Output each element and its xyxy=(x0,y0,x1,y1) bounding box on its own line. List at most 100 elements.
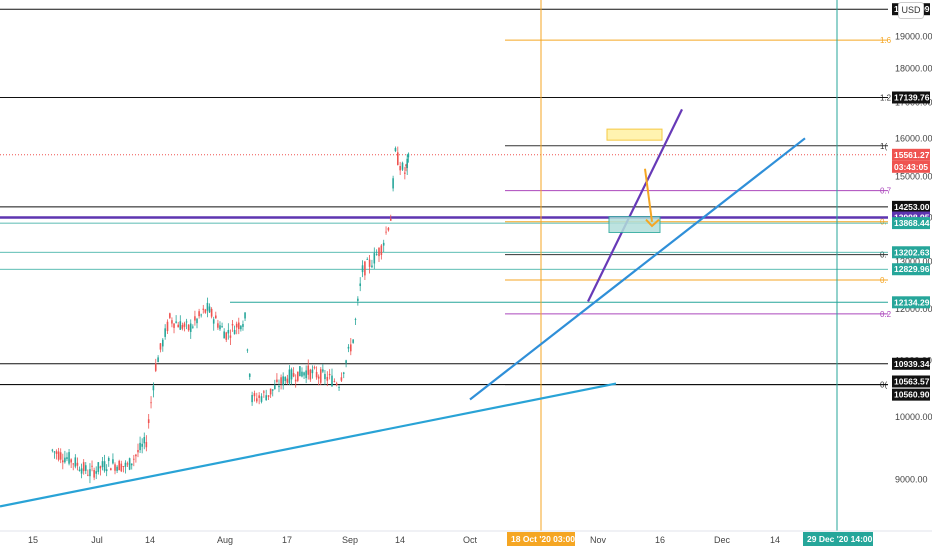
candle-body xyxy=(357,298,359,301)
candle-body xyxy=(130,463,133,466)
time-tick-label: 14 xyxy=(395,535,405,545)
candle-body xyxy=(278,385,280,388)
candle-body xyxy=(194,316,196,321)
candle-body xyxy=(66,457,68,460)
candle-body xyxy=(347,346,350,349)
candle-body xyxy=(237,322,240,330)
candle-body xyxy=(177,324,180,328)
candle-body xyxy=(221,326,223,328)
candle-body xyxy=(352,339,354,343)
candle-body xyxy=(124,462,127,467)
annotations xyxy=(606,128,663,234)
price-label: 13202.63 xyxy=(892,246,930,259)
price-label-text: 17139.76 xyxy=(894,93,930,103)
time-tick-label: 15 xyxy=(28,535,38,545)
candle-body xyxy=(231,324,234,326)
candle-body xyxy=(126,463,129,465)
candle-body xyxy=(394,148,397,152)
candle-body xyxy=(244,312,246,319)
candle-body xyxy=(154,363,157,371)
candle-body xyxy=(361,265,364,273)
candle-body xyxy=(282,376,284,386)
candle-body xyxy=(342,372,345,374)
price-label-box xyxy=(892,263,930,276)
candle-body xyxy=(258,395,260,398)
price-label-box xyxy=(892,246,930,259)
price-label: 13868.44 xyxy=(892,217,930,230)
price-label-box xyxy=(892,296,930,309)
candle-body xyxy=(118,460,120,471)
candle-body xyxy=(307,365,310,375)
candle-body xyxy=(301,371,303,377)
candle-body xyxy=(256,398,258,402)
candle-body xyxy=(328,373,331,376)
candle-body xyxy=(152,385,155,391)
candle-body xyxy=(212,319,215,324)
candle-body xyxy=(59,452,62,460)
fib-label: 1.6 xyxy=(880,36,892,45)
candle-body xyxy=(267,395,270,397)
candle-body xyxy=(382,242,385,246)
candle-body xyxy=(324,373,326,380)
candle-body xyxy=(294,379,297,382)
candle-body xyxy=(150,402,152,404)
candle-body xyxy=(171,320,173,324)
price-label-text: 14253.00 xyxy=(894,202,930,212)
price-label-text: 13202.63 xyxy=(894,247,930,257)
price-label: 17139.76 xyxy=(892,91,930,104)
candle-body xyxy=(223,331,225,339)
candle-body xyxy=(350,344,352,352)
candle-body xyxy=(359,283,361,286)
candle-body xyxy=(89,469,91,477)
price-label-box xyxy=(892,388,930,401)
candles xyxy=(51,146,410,484)
candle-body xyxy=(335,383,338,386)
arrow-head-icon xyxy=(645,218,660,228)
candle-body xyxy=(103,461,106,471)
fib-label: 0. xyxy=(880,276,887,285)
candle-body xyxy=(187,324,190,331)
long-trendline xyxy=(0,382,617,508)
currency-button[interactable]: USD xyxy=(898,2,924,19)
candle-body xyxy=(143,437,146,444)
crosshair-time-label: 29 Dec '20 14:00 xyxy=(803,532,873,546)
candle-body xyxy=(78,469,81,471)
crosshair-time-text: 29 Dec '20 14:00 xyxy=(807,534,873,544)
price-label-box xyxy=(892,91,930,104)
candle-body xyxy=(95,471,98,474)
crosshair-time-box xyxy=(803,532,873,546)
candle-body xyxy=(61,460,64,463)
candle-body xyxy=(87,474,89,476)
fib-label: 0. xyxy=(880,251,887,260)
candle-body xyxy=(217,323,219,328)
candle-body xyxy=(286,378,289,383)
candle-body xyxy=(292,373,295,377)
candle-body xyxy=(338,387,340,389)
price-tick-label: 10000.00 xyxy=(895,412,932,422)
crosshair-time-text: 18 Oct '20 03:00 xyxy=(511,534,575,544)
candle-body xyxy=(189,323,192,332)
candle-body xyxy=(64,457,66,463)
candle-body xyxy=(242,324,244,327)
candle-body xyxy=(371,265,373,268)
candle-body xyxy=(70,459,72,463)
candle-body xyxy=(51,449,54,451)
candle-body xyxy=(185,321,188,323)
time-tick-label: Nov xyxy=(590,535,607,545)
candle-body xyxy=(55,451,58,454)
candle-body xyxy=(128,458,131,470)
candle-body xyxy=(404,172,406,174)
candle-body xyxy=(72,463,75,465)
price-label-box xyxy=(892,148,930,161)
down-arrow-icon xyxy=(644,168,653,222)
time-tick-label: 16 xyxy=(655,535,665,545)
candle-body xyxy=(233,330,236,335)
candle-body xyxy=(164,328,166,337)
resistance-zone xyxy=(606,128,663,141)
candle-body xyxy=(311,369,314,374)
horizontal-levels xyxy=(0,8,888,386)
price-label-box xyxy=(892,217,930,230)
candle-body xyxy=(305,370,307,379)
